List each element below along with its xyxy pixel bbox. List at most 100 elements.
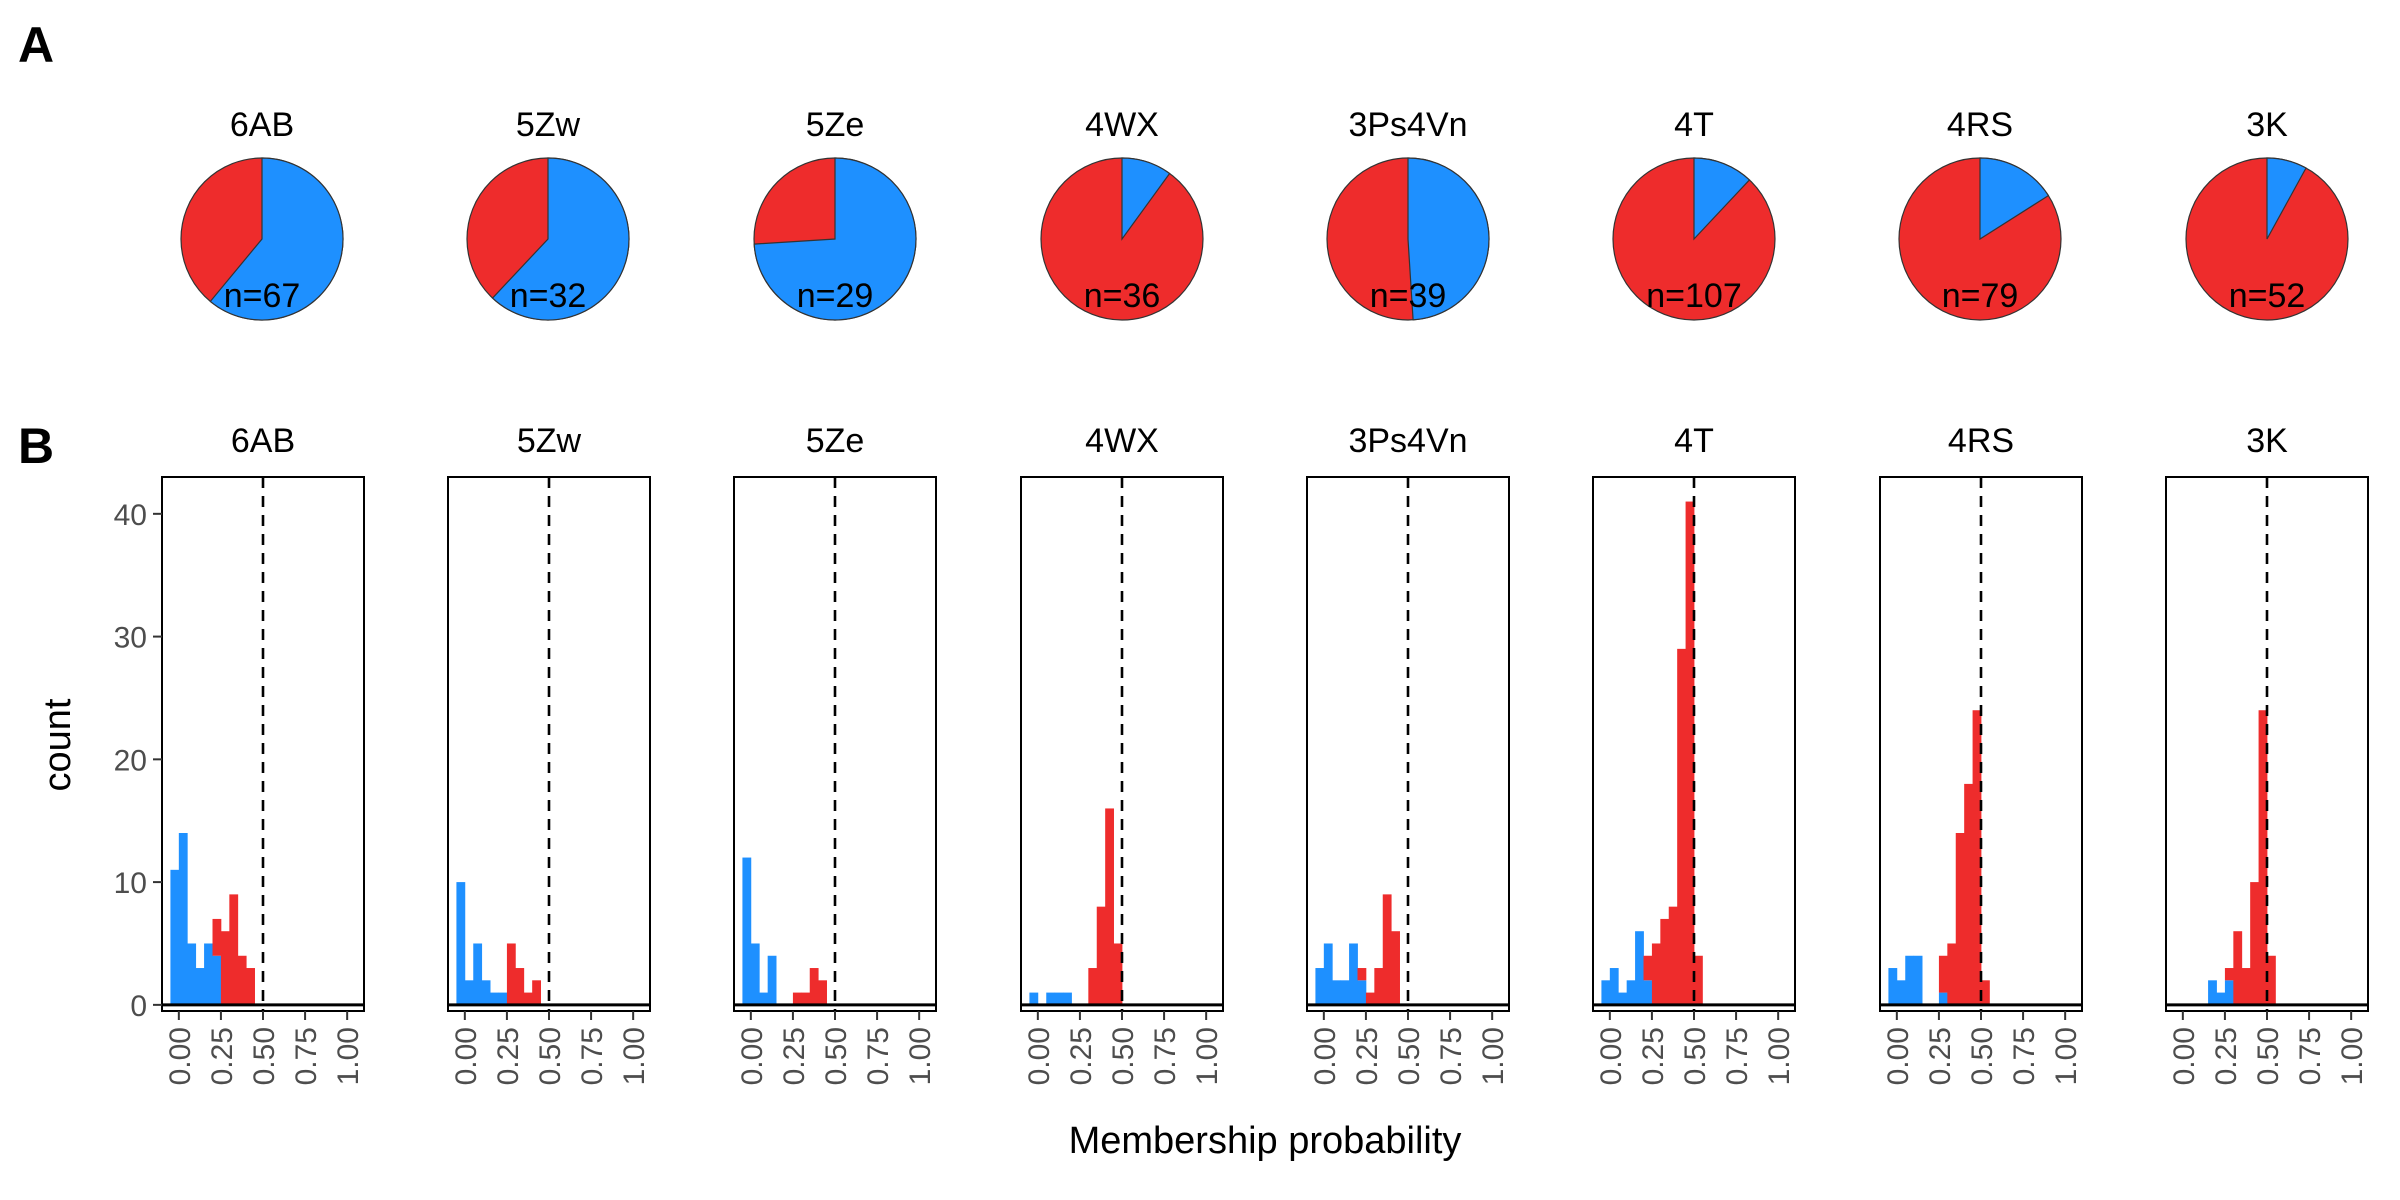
facet-title: 4RS [1948, 422, 2014, 460]
pie-title: 5Zw [516, 106, 581, 144]
bar-blue [1357, 980, 1367, 1005]
x-tick-label: 0.50 [1393, 1027, 1426, 1085]
bar-red [801, 992, 811, 1005]
x-tick-label: 0.50 [1107, 1027, 1140, 1085]
facet-title: 4T [1674, 422, 1714, 460]
bar-red [1972, 710, 1982, 1005]
bar-red [1947, 943, 1957, 1005]
bar-blue [1349, 943, 1358, 1005]
pie-n-label: n=67 [224, 277, 301, 315]
pie-n-label: n=107 [1646, 277, 1742, 315]
x-tick-label: 0.00 [1595, 1027, 1628, 1085]
panel-label-a: A [18, 17, 54, 73]
histogram-3K: 3K 0.00 0.25 0.50 0.75 1.00 [2165, 422, 2369, 1085]
histogram-4T: 4T 0.00 0.25 0.50 0.75 1.00 [1592, 422, 1796, 1085]
bar-blue [767, 955, 777, 1005]
bar-blue [212, 955, 222, 1005]
bar-red [515, 968, 525, 1005]
pie-3Ps4Vn: 3Ps4Vn n=39 [1326, 106, 1490, 321]
x-tick-label: 0.75 [862, 1027, 895, 1085]
x-tick-label: 0.25 [1924, 1027, 1957, 1085]
bar-blue [742, 857, 752, 1005]
pie-5Zw: 5Zw n=32 [466, 106, 630, 321]
bar-red [1382, 894, 1392, 1005]
pie-n-label: n=52 [2229, 277, 2306, 315]
histogram-6AB: 6AB 0.00 0.25 0.50 0.75 1.00 0 10 20 30 40 [114, 422, 366, 1085]
pie-slice-blue [1693, 157, 1751, 241]
bar-blue [2208, 980, 2217, 1005]
bar-red [1096, 906, 1106, 1005]
histogram-5Zw: 5Zw 0.00 0.25 0.50 0.75 1.00 [447, 422, 651, 1085]
bar-red [1668, 906, 1678, 1005]
histogram-4RS: 4RS 0.00 0.25 0.50 0.75 1.00 [1879, 422, 2083, 1085]
x-tick-label: 0.50 [1679, 1027, 1712, 1085]
bar-blue [464, 980, 474, 1005]
bar-blue [1046, 992, 1056, 1005]
x-tick-label: 0.50 [1966, 1027, 1999, 1085]
facet-title: 3K [2246, 422, 2288, 460]
bar-blue [750, 943, 760, 1005]
x-tick-label: 1.00 [1191, 1027, 1224, 1085]
pie-title: 3K [2246, 106, 2288, 144]
bar-blue [170, 869, 180, 1005]
pie-title: 6AB [230, 106, 294, 144]
x-tick-label: 1.00 [2336, 1027, 2369, 1085]
bar-blue [1315, 968, 1325, 1005]
bar-red [212, 918, 222, 956]
y-tick-label: 40 [114, 499, 147, 532]
bar-blue [1063, 992, 1072, 1005]
y-tick-label: 0 [130, 990, 147, 1023]
pie-n-label: n=79 [1942, 277, 2019, 315]
x-tick-label: 0.75 [290, 1027, 323, 1085]
panel-label-b: B [18, 418, 54, 474]
pie-n-label: n=36 [1084, 277, 1161, 315]
pie-n-label: n=32 [510, 277, 587, 315]
x-tick-label: 0.25 [206, 1027, 239, 1085]
x-tick-label: 0.50 [248, 1027, 281, 1085]
x-tick-label: 0.50 [534, 1027, 567, 1085]
bar-blue [1323, 943, 1333, 1005]
bar-red [1938, 955, 1948, 993]
bar-red [506, 943, 516, 1005]
bar-red [246, 968, 255, 1005]
facet-title: 6AB [231, 422, 295, 460]
bar-blue [1905, 955, 1915, 1005]
x-tick-label: 0.25 [778, 1027, 811, 1085]
pie-6AB: 6AB n=67 [180, 106, 344, 321]
x-tick-label: 0.00 [2168, 1027, 2201, 1085]
bar-red [523, 992, 533, 1005]
x-tick-label: 0.00 [450, 1027, 483, 1085]
x-tick-label: 0.25 [1065, 1027, 1098, 1085]
bar-blue [1618, 992, 1628, 1005]
x-tick-label: 0.75 [1149, 1027, 1182, 1085]
bar-blue [1332, 980, 1342, 1005]
y-tick-label: 10 [114, 867, 147, 900]
bar-red [1685, 501, 1695, 1005]
bar-red [2224, 968, 2234, 981]
x-tick-label: 0.25 [2210, 1027, 2243, 1085]
bar-red [2250, 882, 2259, 1005]
bar-blue [498, 992, 508, 1005]
bar-red [809, 968, 819, 1005]
pie-3K: 3K n=52 [2185, 106, 2349, 321]
histograms: 6AB 0.00 0.25 0.50 0.75 1.00 0 10 20 30 40 5Zw 0.00 0… [114, 422, 2370, 1085]
bar-blue [1029, 992, 1039, 1005]
pie-slice-blue [491, 157, 630, 321]
bar-blue [1888, 968, 1898, 1005]
pie-slice-blue [209, 157, 344, 321]
pie-title: 4WX [1085, 106, 1159, 144]
bar-red [220, 931, 230, 1005]
bar-red [1660, 918, 1670, 1005]
bar-red [1981, 980, 1990, 1005]
bar-red [532, 980, 541, 1005]
bar-red [1374, 968, 1384, 1005]
bar-red [2267, 955, 2276, 1005]
bar-blue [1626, 980, 1636, 1005]
bar-red [1677, 648, 1686, 1005]
bar-red [1105, 808, 1114, 1005]
pie-slice-blue [1407, 157, 1490, 321]
x-axis-label: Membership probability [1069, 1120, 1462, 1162]
x-tick-label: 0.25 [1351, 1027, 1384, 1085]
bar-blue [456, 882, 466, 1005]
bar-blue [1896, 980, 1906, 1005]
